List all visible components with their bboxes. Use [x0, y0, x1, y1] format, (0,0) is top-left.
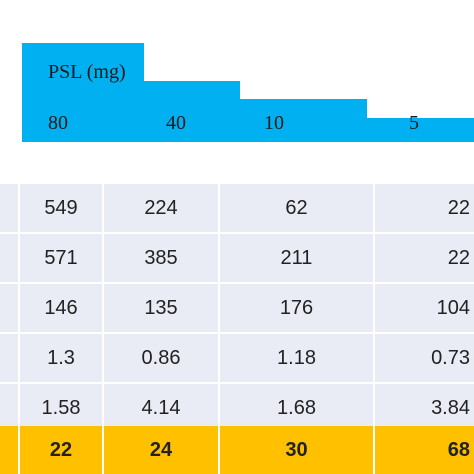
table-cell: 1.3: [20, 334, 104, 382]
total-cell: 22: [20, 426, 104, 474]
dose-5: 5: [409, 112, 419, 134]
table-cell: [0, 184, 20, 232]
total-cell: 24: [104, 426, 220, 474]
table-row: 1.3 0.86 1.18 0.73: [0, 334, 474, 382]
table-cell: 62: [220, 184, 375, 232]
psl-title: PSL (mg): [48, 61, 126, 83]
total-cell: 68: [375, 426, 474, 474]
table-cell: [0, 426, 20, 474]
table-cell: 22: [375, 184, 474, 232]
table-cell: 549: [20, 184, 104, 232]
table-cell: 146: [20, 284, 104, 332]
table-cell: 1.18: [220, 334, 375, 382]
header-band-3: [240, 99, 367, 142]
dose-10: 10: [264, 112, 284, 134]
table-row: 549 224 62 22: [0, 184, 474, 232]
table-cell: 4.14: [104, 384, 220, 432]
dose-80: 80: [48, 112, 68, 134]
table-row: 1.58 4.14 1.68 3.84: [0, 384, 474, 432]
table-cell: 3.84: [375, 384, 474, 432]
table-row: 571 385 211 22: [0, 234, 474, 282]
data-table: 549 224 62 22 571 385 211 22 146 135 176…: [0, 184, 474, 474]
total-cell: 30: [220, 426, 375, 474]
table-cell: [0, 234, 20, 282]
table-cell: 0.86: [104, 334, 220, 382]
table-cell: [0, 384, 20, 432]
table-cell: 385: [104, 234, 220, 282]
table-cell: 224: [104, 184, 220, 232]
header-band-2: [144, 81, 240, 142]
table-cell: 1.58: [20, 384, 104, 432]
table-cell: [0, 334, 20, 382]
table-row: 146 135 176 104: [0, 284, 474, 332]
table-cell: 211: [220, 234, 375, 282]
table-cell: [0, 284, 20, 332]
table-cell: 176: [220, 284, 375, 332]
header-band-4: [367, 118, 474, 142]
header-band-1: [22, 43, 144, 142]
total-row: 22 24 30 68: [0, 426, 474, 474]
table-cell: 135: [104, 284, 220, 332]
dose-40: 40: [166, 112, 186, 134]
table-cell: 571: [20, 234, 104, 282]
table-cell: 1.68: [220, 384, 375, 432]
table-cell: 22: [375, 234, 474, 282]
table-cell: 104: [375, 284, 474, 332]
table-cell: 0.73: [375, 334, 474, 382]
